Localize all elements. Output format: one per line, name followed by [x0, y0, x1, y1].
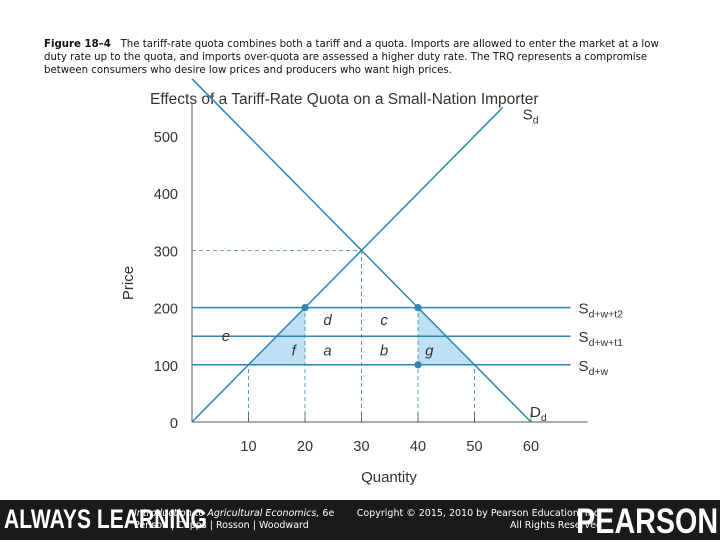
series-label: Dd [530, 404, 547, 424]
area-label-g: g [425, 343, 434, 360]
always-learning-logo: ALWAYS LEARNING [4, 504, 207, 534]
copyright-info: Copyright © 2015, 2010 by Pearson Educat… [357, 508, 602, 532]
x-tick-label: 50 [466, 439, 482, 455]
area-label-f: f [292, 343, 298, 360]
area-label-b: b [380, 343, 388, 360]
x-tick-label: 30 [353, 439, 369, 455]
y-tick-label: 100 [154, 359, 178, 375]
data-point [301, 304, 309, 312]
chart-title: Effects of a Tariff-Rate Quota on a Smal… [150, 91, 539, 108]
y-tick-label: 300 [154, 244, 178, 260]
y-tick-label: 400 [154, 187, 178, 203]
area-label-e: e [222, 328, 230, 345]
y-tick-label: 0 [170, 416, 178, 432]
copyright-text: Copyright © 2015, 2010 by Pearson Educat… [356, 508, 602, 519]
footer-bar: ALWAYS LEARNING Introduction to Agricult… [0, 500, 720, 541]
pearson-logo: PEARSON [576, 502, 718, 541]
data-point [414, 361, 422, 369]
area-label-d: d [323, 312, 332, 329]
data-point [414, 304, 422, 312]
y-tick-label: 200 [154, 302, 178, 318]
y-tick-label: 500 [154, 130, 178, 146]
x-tick-label: 20 [297, 439, 313, 455]
series-line [191, 106, 504, 423]
area-label-c: c [380, 312, 388, 329]
series-label: Sd+w+t1 [579, 329, 624, 349]
rights-text: All Rights Reserved [510, 520, 602, 531]
figure-label: Figure 18–4 [44, 39, 111, 50]
figure-caption-text: The tariff-rate quota combines both a ta… [44, 39, 659, 76]
series-label: Sd+w+t2 [579, 301, 624, 321]
x-axis-label: Quantity [361, 469, 417, 486]
figure-caption: Figure 18–4 The tariff-rate quota combin… [44, 38, 684, 77]
book-title: Introduction to Agricultural Economics, [134, 508, 320, 519]
plot-area: 0 100 200 300 400 500 10 20 30 40 50 60 Sd Dd Sd+w+t2 S… [154, 78, 624, 455]
chart: Effects of a Tariff-Rate Quota on a Smal… [120, 78, 624, 486]
book-edition: 6e [322, 508, 335, 519]
book-authors: Penson | Capps | Rosson | Woodward [134, 520, 309, 531]
series-label: Sd+w [579, 358, 609, 378]
x-tick-label: 40 [410, 439, 426, 455]
area-label-a: a [323, 343, 331, 360]
y-axis-label: Price [120, 266, 137, 300]
series-label: Sd [523, 106, 539, 126]
x-tick-label: 60 [523, 439, 539, 455]
x-tick-label: 10 [240, 439, 256, 455]
book-info: Introduction to Agricultural Economics, … [134, 508, 334, 532]
